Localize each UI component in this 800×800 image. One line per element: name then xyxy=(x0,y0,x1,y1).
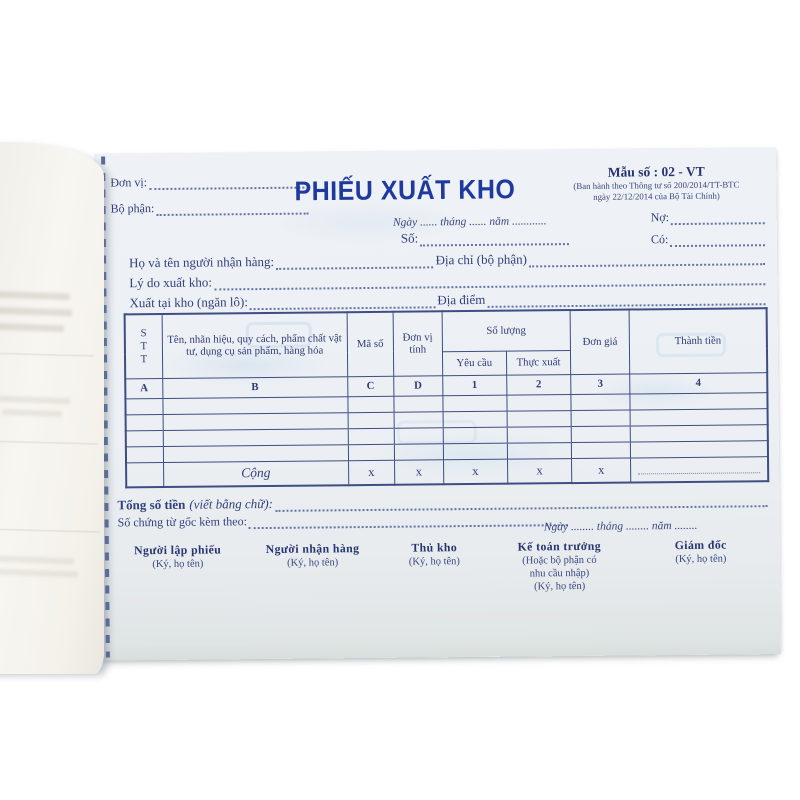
dotted-leader xyxy=(276,256,434,270)
signature-block-director: Giám đốc (Ký, họ tên) xyxy=(632,537,770,565)
unit-label: Đơn vị: xyxy=(110,175,148,190)
col-header-qty-actual: Thực xuất xyxy=(506,350,571,375)
total-mark-cell: x xyxy=(348,459,395,486)
signature-title: Thủ kho xyxy=(411,540,458,555)
attached-docs-label: Số chứng từ gốc kèm theo: xyxy=(117,514,247,530)
reason-line: Lý do xuất kho: xyxy=(129,269,767,291)
dotted-leader xyxy=(420,233,569,247)
dotted-leader xyxy=(671,212,765,226)
total-in-words-line: Tổng số tiền (viết bằng chữ): xyxy=(117,491,769,513)
ghost-text-impression xyxy=(0,568,79,578)
signature-note: (Ký, họ tên) xyxy=(152,558,204,571)
index-cell: 2 xyxy=(506,374,571,395)
signature-row: Người lập phiếu (Ký, họ tên) Người nhận … xyxy=(112,537,770,597)
signature-note: (Ký, họ tên) xyxy=(287,557,339,569)
total-row: Cộng x x x x x xyxy=(126,456,769,488)
reason-label: Lý do xuất kho: xyxy=(129,274,213,291)
ghost-table-line xyxy=(0,352,94,357)
total-mark-cell: x xyxy=(507,458,572,484)
debit-line: Nợ: xyxy=(650,209,767,226)
signature-extra-note: nhu cầu nhập) xyxy=(529,568,590,580)
credit-line: Có: xyxy=(650,231,767,248)
index-cell: D xyxy=(393,375,443,396)
warehouse-label: Xuất tại kho (ngăn lô): xyxy=(129,294,248,311)
signature-title: Người nhận hàng xyxy=(265,541,360,556)
form-model-block: Mẫu số : 02 - VT (Ban hành theo Thông tư… xyxy=(542,163,770,203)
serial-line: Số: xyxy=(401,229,571,247)
index-cell: C xyxy=(347,375,394,397)
col-header-unit: Đơn vị tính xyxy=(392,311,443,376)
footer-date-line: Ngày ........ tháng ........ năm .......… xyxy=(543,519,698,534)
department-label: Bộ phận: xyxy=(110,201,155,216)
serial-label: Số: xyxy=(400,230,419,246)
signature-title: Giám đốc xyxy=(674,537,727,553)
attached-docs-line: Số chứng từ gốc kèm theo: xyxy=(118,511,570,530)
dotted-leader xyxy=(670,234,765,248)
col-header-unit-price: Đơn giá xyxy=(570,309,630,375)
table-header-row-1: S T T Tên, nhãn hiệu, quy cách, phẩm chấ… xyxy=(124,308,768,379)
total-amount-cell xyxy=(630,456,769,483)
dotted-leader xyxy=(249,296,436,311)
curled-previous-page xyxy=(0,142,104,674)
ghost-text-impression xyxy=(0,322,65,333)
col-header-qty-requested: Yêu cầu xyxy=(442,350,507,376)
location-label: Địa điểm xyxy=(437,291,486,308)
col-header-code: Mã số xyxy=(346,311,394,377)
model-note-line2: ngày 22/12/2014 của Bộ Tài Chính) xyxy=(593,190,720,202)
signature-block-chief-accountant: Kế toán trưởng (Hoặc bộ phận có nhu cầu … xyxy=(487,538,632,593)
col-header-stt: S T T xyxy=(124,313,163,379)
header-date-line: Ngày ...... tháng ...... năm ...........… xyxy=(392,215,547,229)
ghost-text-impression xyxy=(0,395,71,405)
total-mark-cell: x xyxy=(571,457,631,484)
ghost-text-impression xyxy=(0,306,73,317)
form-title: PHIẾU XUẤT KHO xyxy=(294,174,516,207)
items-table: S T T Tên, nhãn hiệu, quy cách, phẩm chấ… xyxy=(123,307,770,489)
ghost-text-impression xyxy=(0,555,75,565)
credit-label: Có: xyxy=(650,232,669,247)
index-cell: 3 xyxy=(570,373,630,395)
dotted-leader xyxy=(274,495,768,512)
signature-note: (Ký, họ tên) xyxy=(408,556,460,568)
ghost-text-impression xyxy=(1,408,63,418)
total-mark-cell: x xyxy=(394,459,444,485)
total-in-words-note: (viết bằng chữ): xyxy=(189,495,274,512)
signature-note: (Ký, họ tên) xyxy=(675,553,727,566)
receiver-line: Họ và tên người nhận hàng: Địa chỉ (bộ p… xyxy=(129,249,767,271)
index-cell: 4 xyxy=(629,372,768,394)
col-header-amount: Thành tiền xyxy=(629,308,768,374)
signature-block-receiver: Người nhận hàng (Ký, họ tên) xyxy=(243,541,381,569)
address-label: Địa chỉ (bộ phận) xyxy=(435,251,527,268)
total-in-words-label: Tổng số tiền xyxy=(117,496,186,513)
dotted-leader xyxy=(638,463,761,475)
total-label-cell: Cộng xyxy=(163,460,349,487)
signature-block-preparer: Người lập phiếu (Ký, họ tên) xyxy=(112,542,244,570)
dotted-leader xyxy=(487,293,766,308)
signature-note: (Ký, họ tên) xyxy=(534,581,586,593)
total-row-stt-cell xyxy=(126,461,164,488)
page-content: Đơn vị: Bộ phận: PHIẾU XUẤT KHO Mẫu số :… xyxy=(94,147,781,661)
col-header-item-name: Tên, nhãn hiệu, quy cách, phẩm chất vật … xyxy=(161,312,348,378)
total-mark-cell: x xyxy=(443,458,508,485)
export-slip-page: Đơn vị: Bộ phận: PHIẾU XUẤT KHO Mẫu số :… xyxy=(94,147,781,661)
index-cell: 1 xyxy=(442,374,507,396)
dotted-leader xyxy=(528,253,766,268)
ghost-table-line xyxy=(0,440,98,445)
debit-label: Nợ: xyxy=(650,210,670,225)
index-cell: A xyxy=(125,377,163,399)
signature-title: Kế toán trưởng xyxy=(517,538,602,554)
index-cell: B xyxy=(162,376,348,398)
signature-title: Người lập phiếu xyxy=(134,542,222,558)
ghost-table-line xyxy=(0,528,100,533)
signature-block-storekeeper: Thủ kho (Ký, họ tên) xyxy=(382,540,488,568)
ghost-text-impression xyxy=(0,290,71,301)
col-header-quantity-group: Số lượng xyxy=(441,310,571,352)
receiver-label: Họ và tên người nhận hàng: xyxy=(129,253,275,271)
dotted-leader xyxy=(213,273,766,291)
